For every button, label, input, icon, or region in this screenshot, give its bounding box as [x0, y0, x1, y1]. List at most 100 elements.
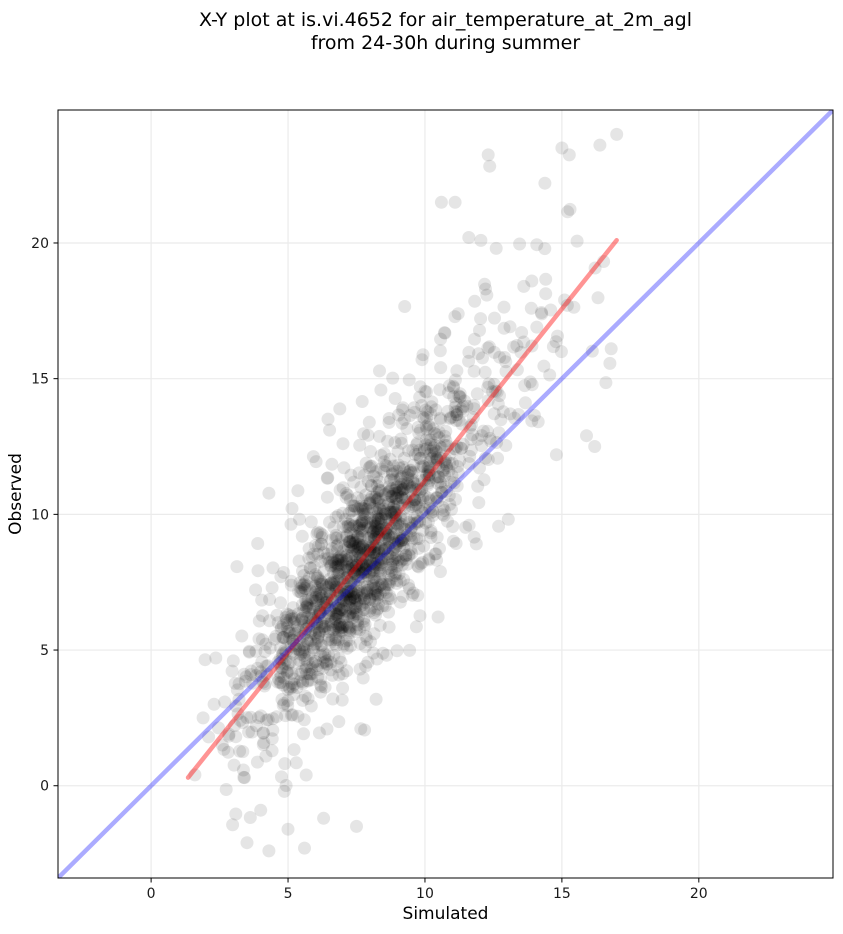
- scatter-point: [343, 592, 357, 606]
- scatter-point: [296, 564, 309, 578]
- scatter-point: [439, 480, 452, 494]
- scatter-point: [425, 395, 439, 409]
- scatter-point: [417, 539, 431, 553]
- scatter-point: [397, 573, 411, 586]
- scatter-point: [382, 529, 396, 543]
- scatter-point: [352, 522, 366, 536]
- scatter-point: [428, 439, 442, 453]
- scatter-point: [446, 520, 460, 533]
- scatter-point: [416, 506, 430, 520]
- scatter-point: [277, 657, 291, 671]
- scatter-point: [588, 440, 602, 453]
- scatter-point: [480, 288, 494, 302]
- scatter-point: [321, 471, 335, 485]
- scatter-point: [475, 439, 488, 453]
- scatter-point: [326, 553, 340, 567]
- scatter-point: [251, 661, 265, 675]
- scatter-point: [431, 610, 445, 624]
- scatter-point: [355, 557, 369, 571]
- scatter-point: [368, 519, 382, 533]
- scatter-point: [403, 478, 417, 492]
- scatter-point: [331, 563, 345, 577]
- scatter-point: [357, 614, 371, 628]
- scatter-point: [340, 563, 354, 577]
- scatter-point: [358, 500, 372, 513]
- scatter-point: [289, 756, 303, 770]
- scatter-point: [346, 591, 360, 604]
- scatter-point: [324, 618, 338, 632]
- scatter-point: [399, 512, 413, 526]
- scatter-point: [346, 529, 360, 542]
- scatter-point: [244, 710, 258, 724]
- scatter-point: [340, 554, 353, 567]
- scatter-point: [395, 470, 409, 484]
- scatter-point: [392, 567, 406, 581]
- scatter-point: [539, 287, 553, 301]
- scatter-point: [254, 669, 268, 683]
- scatter-point: [335, 531, 349, 545]
- scatter-point: [422, 433, 436, 447]
- scatter-point: [424, 407, 438, 421]
- scatter-point: [385, 565, 399, 579]
- scatter-point: [423, 455, 437, 469]
- scatter-point: [344, 585, 358, 599]
- scatter-point: [305, 607, 319, 621]
- scatter-point: [243, 811, 257, 824]
- scatter-point: [404, 524, 418, 538]
- scatter-point: [254, 665, 267, 679]
- scatter-point: [340, 571, 354, 584]
- scatter-point: [331, 606, 345, 620]
- scatter-point: [430, 553, 444, 567]
- scatter-point: [358, 508, 372, 522]
- scatter-point: [297, 713, 311, 727]
- scatter-point: [383, 452, 397, 466]
- scatter-point: [353, 531, 367, 545]
- scatter-point: [422, 471, 435, 485]
- scatter-point: [331, 558, 345, 571]
- scatter-point: [468, 294, 482, 308]
- scatter-point: [387, 530, 401, 544]
- scatter-point: [346, 519, 360, 533]
- scatter-point: [236, 745, 250, 759]
- scatter-point: [390, 559, 404, 573]
- scatter-point: [324, 558, 338, 572]
- scatter-point: [413, 493, 427, 507]
- scatter-point: [297, 569, 311, 582]
- scatter-point: [315, 589, 329, 603]
- scatter-point: [365, 490, 379, 504]
- scatter-point: [336, 481, 350, 495]
- scatter-point: [308, 654, 322, 668]
- scatter-point: [333, 618, 347, 632]
- scatter-point: [263, 593, 277, 606]
- scatter-point: [392, 408, 406, 422]
- scatter-point: [415, 505, 429, 519]
- scatter-point: [242, 725, 256, 739]
- scatter-point: [491, 397, 505, 411]
- scatter-point: [396, 498, 410, 512]
- scatter-point: [368, 522, 382, 536]
- scatter-point: [412, 541, 425, 555]
- scatter-point: [335, 554, 349, 567]
- scatter-point: [230, 683, 244, 697]
- scatter-point: [350, 589, 364, 603]
- scatter-point: [363, 540, 377, 554]
- scatter-point: [336, 506, 350, 520]
- scatter-point: [297, 578, 311, 592]
- scatter-point: [446, 457, 459, 470]
- scatter-point: [403, 643, 417, 657]
- scatter-point: [297, 641, 311, 655]
- scatter-point: [405, 588, 419, 602]
- scatter-point: [449, 492, 462, 506]
- scatter-point: [342, 551, 356, 565]
- scatter-point: [391, 536, 405, 550]
- scatter-point: [249, 719, 263, 733]
- scatter-point: [275, 661, 289, 675]
- scatter-point: [450, 479, 464, 493]
- scatter-point: [334, 624, 348, 637]
- scatter-point: [348, 499, 362, 513]
- scatter-point: [304, 626, 318, 639]
- scatter-point: [337, 543, 351, 557]
- scatter-point: [319, 596, 333, 610]
- scatter-point: [233, 744, 247, 758]
- scatter-point: [260, 667, 274, 681]
